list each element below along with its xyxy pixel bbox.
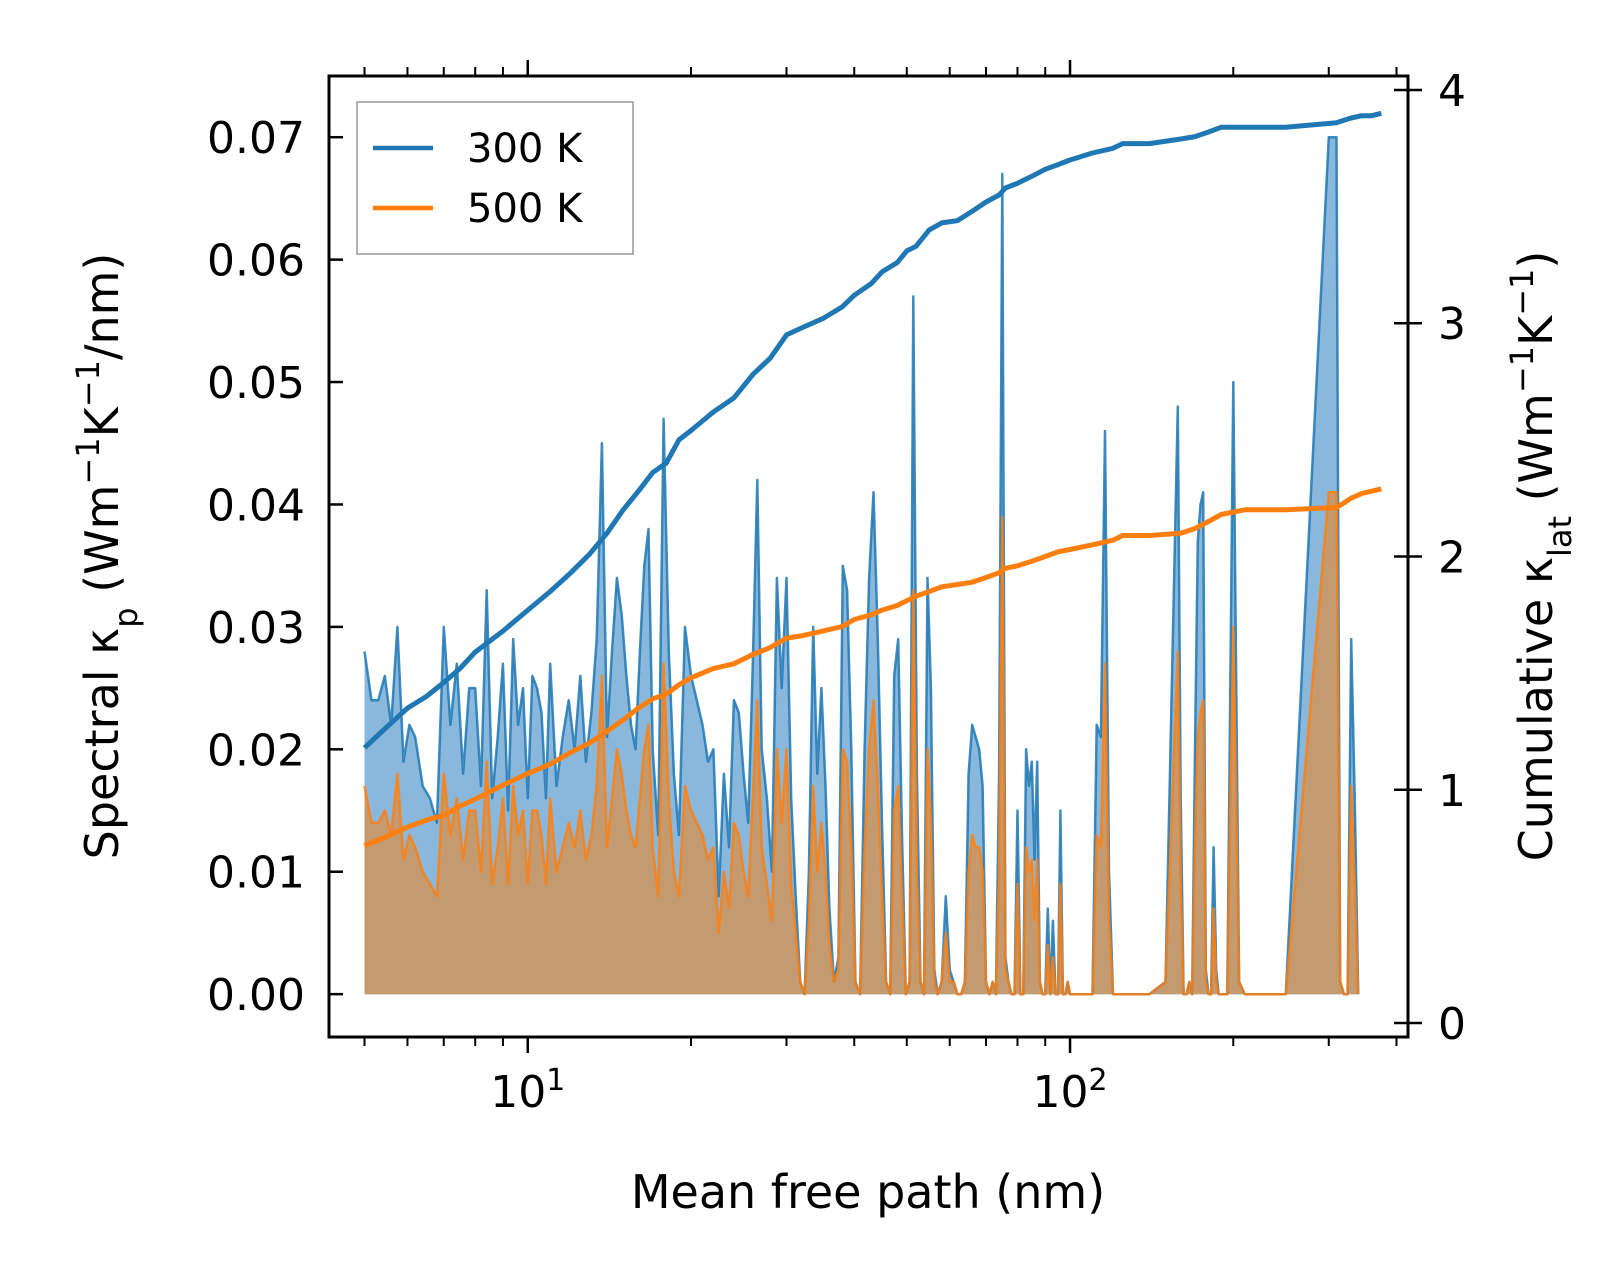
x-tick-label: 101: [490, 1063, 565, 1119]
y2-tick-label: 1: [1438, 766, 1466, 817]
y-tick-label: 0.05: [207, 358, 305, 409]
legend: 300 K 500 K: [356, 101, 634, 255]
cumulative-line-300K: [362, 110, 1382, 750]
spectral-lines: [363, 135, 1360, 996]
spectral-line-500K: [363, 490, 1360, 996]
y2-tick-label: 0: [1438, 999, 1466, 1050]
y-tick-label: 0.04: [207, 480, 305, 531]
y2-tick-label: 4: [1438, 66, 1466, 117]
legend-box: [356, 101, 634, 255]
y-tick-label: 0.03: [207, 603, 305, 654]
cumulative-lines: [362, 110, 1382, 849]
y2-tick-label: 3: [1438, 299, 1466, 350]
x-tick-label: 102: [1032, 1063, 1107, 1119]
x-axis-label: Mean free path (nm): [631, 1165, 1105, 1219]
cumulative-line-500K: [363, 486, 1382, 849]
y-tick-label: 0.01: [207, 848, 305, 899]
y-axis-label: Spectral κp (Wm−1K−1/nm): [69, 253, 145, 860]
spectral-fill-500K: [364, 492, 1359, 995]
y-tick-label: 0.07: [207, 113, 305, 164]
axis-ticks: 0.00 0.01 0.02 0.03 0.04 0.05 0.06 0.07 0 1 2 3 4 101…: [207, 60, 1466, 1118]
legend-label-300K: 300 K: [467, 126, 584, 172]
y-tick-label: 0.06: [207, 236, 305, 287]
legend-label-500K: 500 K: [467, 186, 584, 232]
y-tick-label: 0.02: [207, 725, 305, 776]
y2-tick-label: 2: [1438, 533, 1466, 584]
y2-axis-label: Cumulative κlat (Wm−1K−1): [1503, 251, 1579, 862]
y-tick-label: 0.00: [207, 970, 305, 1021]
